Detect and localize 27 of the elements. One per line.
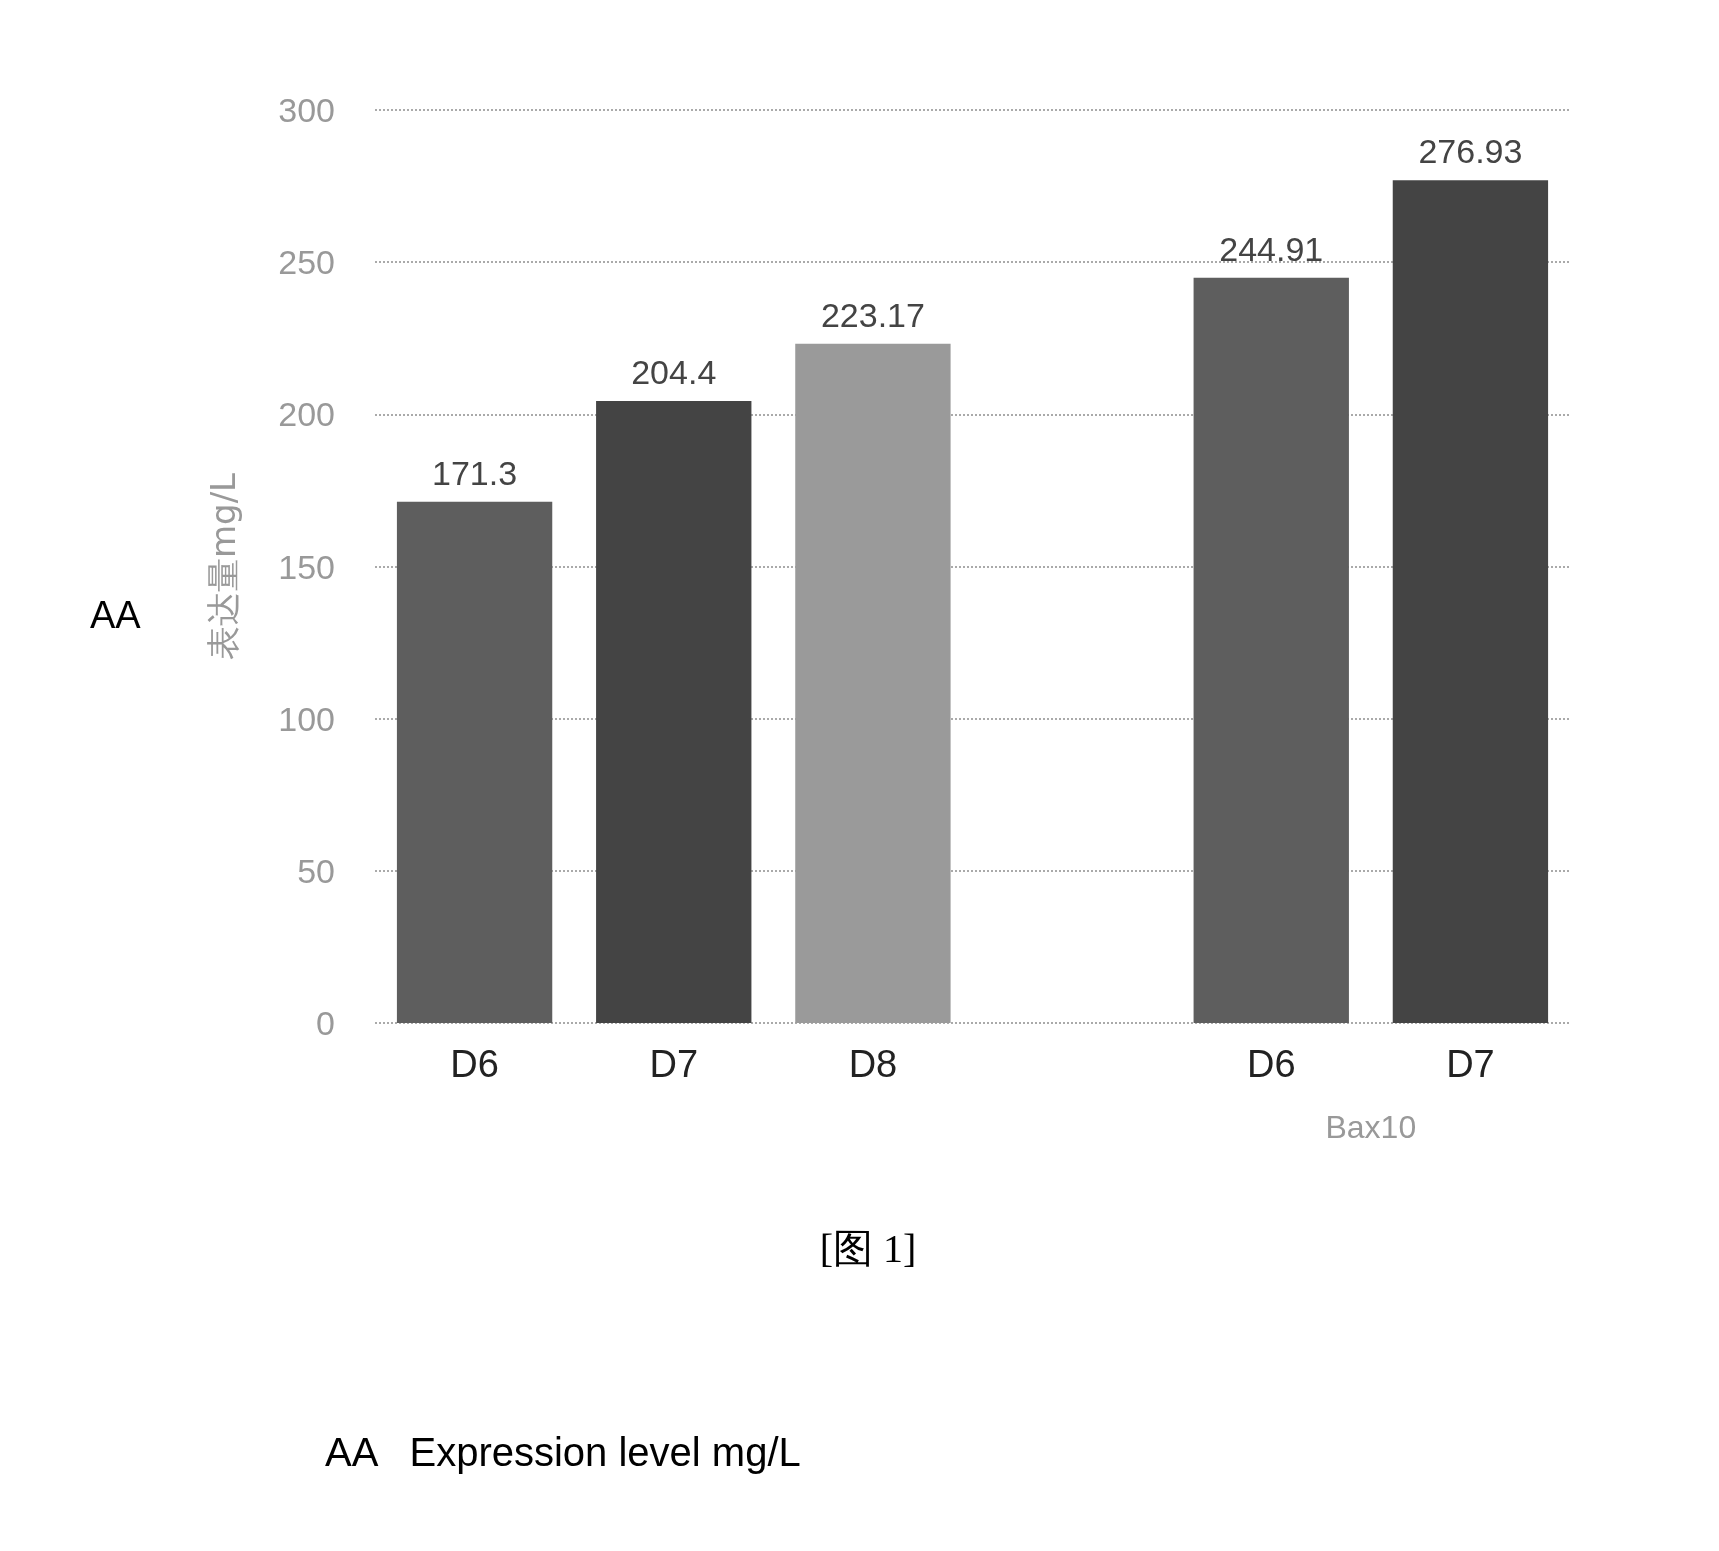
data-label: 223.17 — [820, 295, 925, 334]
y-tick-label: 300 — [278, 91, 335, 129]
bar — [1193, 277, 1349, 1023]
x-tick-label: D8 — [848, 1043, 898, 1085]
y-axis-title: 表达量mg/L — [203, 472, 243, 661]
text: AA Expression level mg/L — [325, 1430, 801, 1474]
bar — [1392, 180, 1549, 1023]
y-tick-label: 0 — [316, 1004, 335, 1042]
x-tick-label: D6 — [1246, 1043, 1296, 1085]
x-tick-label: D7 — [1446, 1043, 1495, 1085]
text: AA — [90, 594, 142, 636]
text: [图 1] — [819, 1225, 917, 1271]
y-tick-label: 200 — [278, 395, 335, 434]
bar — [396, 501, 553, 1023]
data-label: 244.91 — [1219, 229, 1324, 268]
bar — [596, 400, 752, 1023]
bar — [795, 343, 951, 1023]
y-tick-label: 250 — [278, 243, 335, 282]
data-label: 171.3 — [432, 453, 518, 492]
data-label: 276.93 — [1418, 132, 1523, 171]
x-tick-label: D7 — [649, 1043, 699, 1085]
x-tick-label: D6 — [450, 1043, 499, 1085]
data-label: 204.4 — [631, 352, 717, 391]
y-tick-label: 50 — [297, 851, 335, 890]
y-tick-label: 150 — [278, 547, 335, 586]
text: Bax10 — [1325, 1109, 1417, 1145]
y-tick-label: 100 — [278, 699, 335, 738]
